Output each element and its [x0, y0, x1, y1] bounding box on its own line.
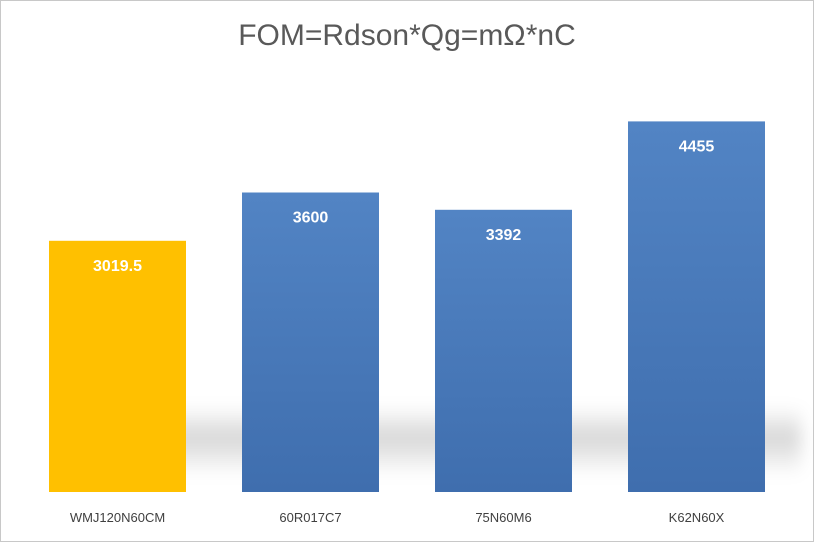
- x-tick-label: K62N60X: [669, 510, 725, 525]
- data-label: 3392: [486, 227, 522, 244]
- x-tick-label: 60R017C7: [279, 510, 341, 525]
- x-tick-label: WMJ120N60CM: [70, 510, 165, 525]
- x-tick-label: 75N60M6: [475, 510, 531, 525]
- x-axis-tick-labels: WMJ120N60CM 60R017C7 75N60M6 K62N60X: [70, 510, 725, 525]
- bar-60r017c7: [242, 192, 379, 492]
- data-label: 3600: [293, 210, 329, 227]
- bar-wmj120n60cm: [49, 240, 186, 492]
- chart-title: FOM=Rdson*Qg=mΩ*nC: [238, 19, 576, 52]
- bar-75n60m6: [435, 209, 572, 493]
- bars-group: [49, 121, 765, 493]
- data-label: 4455: [679, 138, 715, 155]
- bar-k62n60x: [628, 121, 765, 493]
- data-labels-group: 3019.5 3600 3392 4455: [93, 138, 714, 274]
- data-label: 3019.5: [93, 258, 142, 275]
